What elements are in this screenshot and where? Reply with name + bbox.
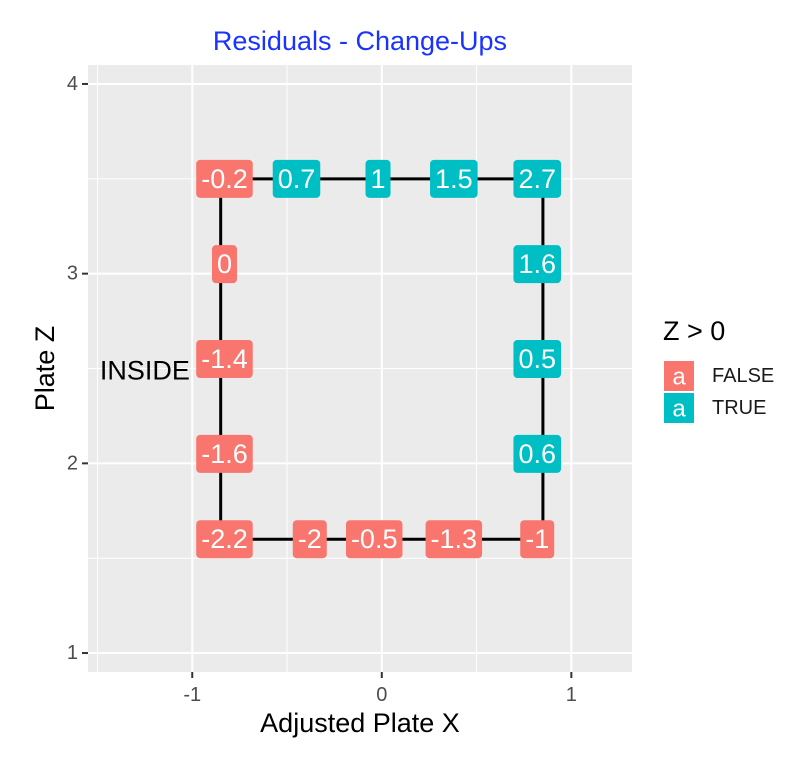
residual-label-box <box>425 520 483 559</box>
y-tick-label: 2 <box>67 452 78 474</box>
residual-label-text: 0.5 <box>518 344 556 374</box>
residual-label-box <box>513 434 561 473</box>
residual-label: -1.3 <box>425 520 483 559</box>
y-axis-title: Plate Z <box>30 326 60 412</box>
residual-label-text: -1.3 <box>431 524 478 554</box>
residual-label: 1 <box>365 159 391 198</box>
residual-label-box <box>513 245 561 284</box>
residual-label-box <box>513 340 561 379</box>
residual-label: -2 <box>292 520 327 559</box>
residual-label-box <box>196 434 253 473</box>
inside-annotation: INSIDE <box>100 355 190 385</box>
residual-label-text: 1 <box>370 164 385 194</box>
residual-label: -1.6 <box>196 434 253 473</box>
residual-label-box <box>292 520 327 559</box>
residual-label-box <box>211 245 237 284</box>
residual-label: 0.7 <box>272 159 321 198</box>
residual-label-box <box>272 159 321 198</box>
x-tick-label: 1 <box>566 684 577 706</box>
residual-label-text: 0 <box>217 249 232 279</box>
residual-label-text: -1 <box>525 524 549 554</box>
legend-key <box>664 393 694 423</box>
residual-label-box <box>196 520 253 559</box>
residual-label-box <box>520 520 555 559</box>
residual-label-box <box>196 159 253 198</box>
x-axis-title: Adjusted Plate X <box>260 708 460 738</box>
legend-title: Z > 0 <box>663 316 725 346</box>
residual-label-text: -1.6 <box>201 439 248 469</box>
legend-key-letter: a <box>672 364 686 391</box>
residual-label: 1.5 <box>430 159 478 198</box>
residual-label: 0 <box>211 245 237 284</box>
legend-entry: a FALSE <box>664 361 774 391</box>
residual-label: 1.6 <box>513 245 561 284</box>
y-axis: 1 2 3 4 <box>67 73 88 664</box>
residual-label-text: 2.7 <box>518 164 556 194</box>
y-tick-label: 1 <box>67 642 78 664</box>
residual-label-box <box>365 159 391 198</box>
residual-label: -0.2 <box>196 159 253 198</box>
legend-key-letter: a <box>672 396 686 423</box>
residual-label: 0.5 <box>513 340 561 379</box>
legend-entry: a TRUE <box>664 393 766 423</box>
x-tick-label: 0 <box>376 684 387 706</box>
x-axis: -1 0 1 <box>183 672 577 706</box>
residual-label-text: 1.6 <box>518 249 556 279</box>
residual-label: -2.2 <box>196 520 253 559</box>
residual-label-text: -2 <box>298 524 322 554</box>
x-tick-label: -1 <box>183 684 201 706</box>
residual-label-text: -2.2 <box>201 524 248 554</box>
y-tick-label: 3 <box>67 263 78 285</box>
residual-label-text: 0.6 <box>518 439 556 469</box>
residual-label-box <box>345 520 403 559</box>
residual-label-text: -1.4 <box>201 344 248 374</box>
residual-label-text: 0.7 <box>278 164 316 194</box>
residual-label-text: -0.2 <box>201 164 248 194</box>
annotations: INSIDE <box>100 355 190 385</box>
chart-title: Residuals - Change-Ups <box>213 26 507 56</box>
y-tick-label: 4 <box>67 73 78 95</box>
residual-labels: -0.2 0.7 1 1.5 2.7 0 1.6 -1.4 0.5 -1.6 0.6 -2.2 -2 -0… <box>196 159 561 559</box>
residual-label-box <box>430 159 478 198</box>
residual-label: 0.6 <box>513 434 561 473</box>
legend-label: FALSE <box>712 365 774 387</box>
residual-label: 2.7 <box>513 159 561 198</box>
residual-label-box <box>196 340 253 379</box>
residual-label-text: -0.5 <box>351 524 398 554</box>
residual-label-text: 1.5 <box>435 164 473 194</box>
residual-label: -1.4 <box>196 340 253 379</box>
legend-label: TRUE <box>712 397 766 419</box>
residual-label: -0.5 <box>345 520 403 559</box>
legend-key <box>664 361 694 391</box>
residual-label: -1 <box>520 520 555 559</box>
legend: Z > 0 a FALSE a TRUE <box>663 316 774 423</box>
residual-label-box <box>513 159 561 198</box>
